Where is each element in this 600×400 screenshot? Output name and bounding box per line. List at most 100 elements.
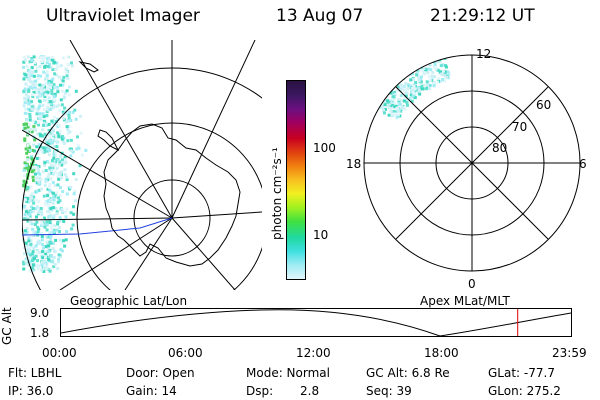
aurora-pixel (444, 65, 448, 69)
aurora-pixel (66, 63, 70, 66)
aurora-pixel (33, 198, 37, 202)
aurora-pixel (399, 94, 403, 98)
aurora-pixel (58, 172, 62, 176)
aurora-pixel (76, 135, 79, 139)
aurora-pixel (39, 74, 43, 78)
filter-value: Flt: LBHL (8, 366, 62, 380)
aurora-pixel (40, 268, 44, 272)
aurora-pixel (399, 87, 403, 91)
aurora-pixel (27, 75, 31, 79)
aurora-pixel (67, 93, 71, 97)
aurora-pixel (56, 65, 60, 69)
aurora-pixel (31, 93, 35, 96)
aurora-pixel (33, 86, 37, 90)
aurora-pixel (59, 83, 62, 87)
aurora-pixel (29, 242, 33, 246)
aurora-pixel (405, 103, 409, 107)
mode-value: Mode: Normal (246, 366, 330, 380)
aurora-pixel (22, 65, 26, 69)
aurora-pixel (48, 149, 52, 152)
aurora-pixel (43, 163, 47, 167)
aurora-pixel (28, 219, 32, 223)
aurora-pixel (36, 108, 40, 112)
aurora-pixel (65, 230, 69, 233)
aurora-pixel (430, 55, 434, 59)
aurora-pixel (387, 113, 391, 117)
aurora-pixel (32, 125, 36, 129)
aurora-pixel (32, 261, 36, 265)
aurora-pixel (46, 175, 50, 179)
aurora-pixel (65, 175, 68, 179)
aurora-pixel (420, 75, 423, 79)
aurora-pixel (51, 141, 55, 145)
aurora-pixel (417, 64, 421, 68)
aurora-pixel (44, 245, 48, 249)
aurora-pixel (51, 133, 55, 137)
aurora-pixel (57, 253, 61, 257)
gain-value: Gain: 14 (126, 384, 177, 398)
apex-map (363, 54, 581, 272)
aurora-pixel (447, 72, 451, 76)
aurora-pixel (30, 57, 34, 60)
aurora-pixel (24, 82, 28, 86)
mlt-label-18: 18 (346, 157, 362, 171)
aurora-pixel (65, 74, 69, 78)
aurora-pixel (56, 117, 60, 121)
aurora-pixel (57, 103, 61, 107)
aurora-pixel (403, 71, 407, 75)
aurora-pixel (35, 132, 39, 136)
aurora-pixel (58, 216, 62, 220)
mlat-label-80: 80 (492, 141, 508, 155)
aurora-pixel (404, 94, 408, 98)
aurora-pixel (53, 250, 57, 253)
aurora-pixel (22, 179, 26, 183)
aurora-pixel (47, 58, 51, 62)
aurora-pixel (22, 206, 26, 210)
aurora-pixel (67, 119, 71, 123)
aurora-pixel (25, 118, 29, 122)
aurora-pixel (51, 191, 55, 195)
aurora-pixel (31, 210, 35, 214)
aurora-pixel (439, 80, 443, 83)
aurora-pixel (46, 148, 50, 151)
apex-aurora-emission (374, 55, 451, 119)
aurora-pixel (388, 87, 392, 91)
aurora-pixel (53, 263, 57, 266)
aurora-pixel (46, 108, 50, 112)
aurora-pixel (25, 248, 29, 252)
aurora-pixel (432, 84, 436, 88)
aurora-pixel (36, 121, 40, 124)
aurora-pixel (54, 67, 58, 71)
aurora-pixel (22, 246, 26, 250)
aurora-pixel (54, 207, 58, 210)
aurora-pixel (44, 252, 48, 256)
aurora-pixel (23, 182, 27, 186)
aurora-pixel (47, 244, 51, 248)
aurora-pixel (30, 205, 34, 209)
aurora-pixel (40, 235, 44, 238)
aurora-pixel (37, 99, 41, 103)
aurora-pixel (26, 252, 30, 256)
aurora-pixel (60, 210, 64, 214)
aurora-pixel (44, 266, 47, 270)
aurora-pixel (443, 79, 447, 83)
mlt-label-12: 12 (476, 47, 492, 61)
aurora-pixel (25, 230, 29, 234)
aurora-pixel (38, 182, 42, 186)
aurora-pixel (37, 106, 41, 110)
aurora-pixel (40, 263, 44, 267)
aurora-pixel (46, 98, 50, 102)
aurora-pixel (32, 127, 36, 131)
aurora-pixel (34, 254, 38, 258)
aurora-pixel (54, 154, 58, 157)
aurora-pixel (31, 207, 35, 210)
aurora-pixel (40, 213, 44, 216)
aurora-pixel (54, 170, 58, 174)
aurora-pixel (43, 183, 47, 187)
aurora-pixel (22, 267, 26, 271)
aurora-pixel (45, 110, 49, 114)
aurora-pixel (28, 70, 32, 74)
aurora-pixel (55, 85, 59, 89)
aurora-pixel (35, 176, 39, 180)
aurora-pixel (28, 253, 32, 257)
